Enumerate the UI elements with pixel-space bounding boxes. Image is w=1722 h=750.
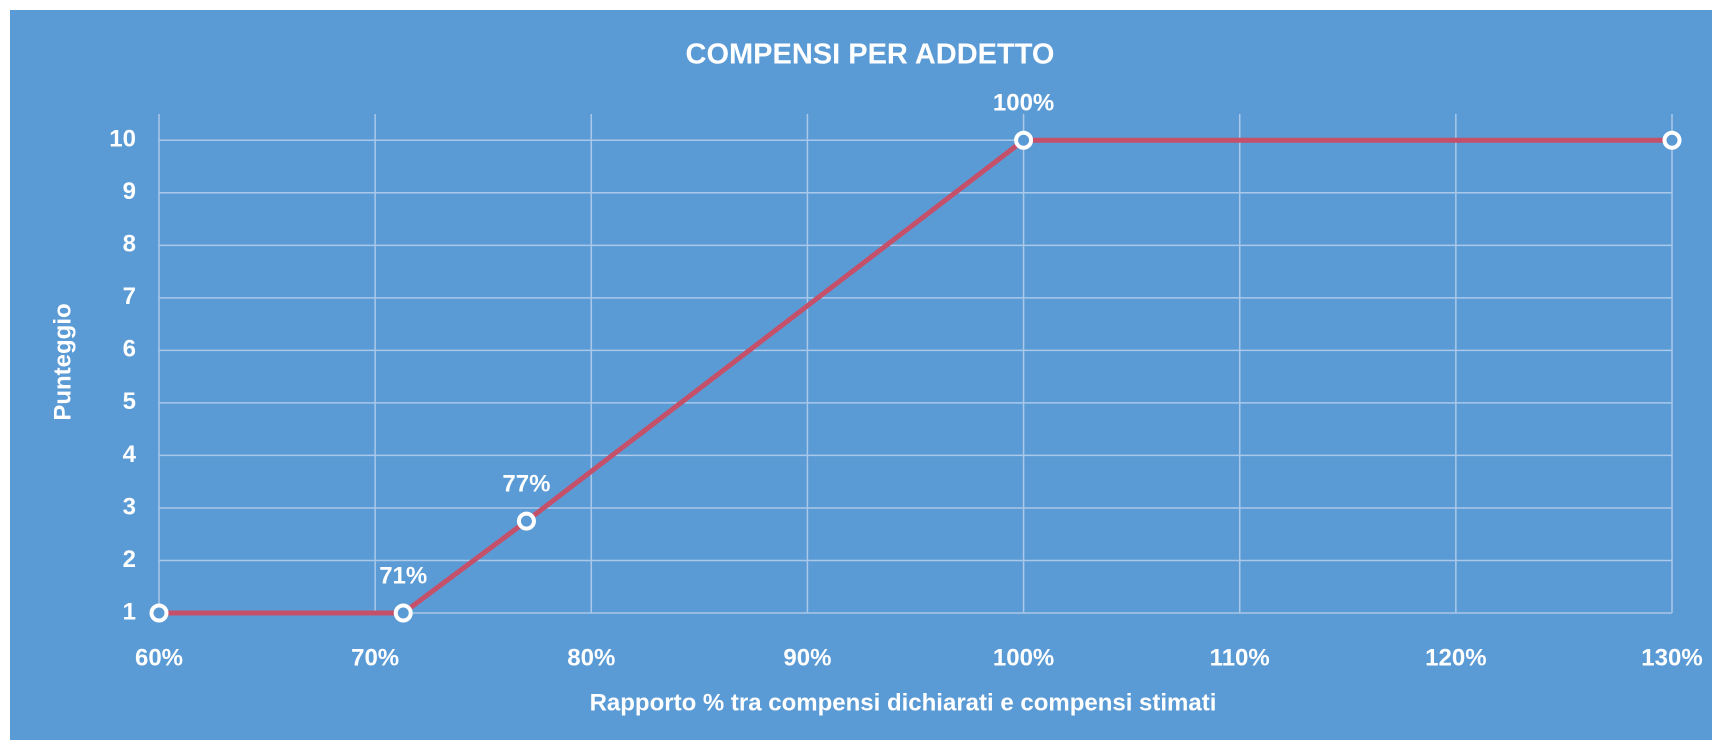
marker (516, 511, 536, 531)
x-tick-label: 100% (993, 644, 1054, 671)
marker (1014, 130, 1034, 150)
marker (149, 603, 169, 623)
x-tick-label: 80% (567, 644, 615, 671)
y-tick-label: 5 (123, 388, 136, 415)
y-tick-label: 2 (123, 546, 136, 573)
x-tick-label: 130% (1641, 644, 1702, 671)
marker (1662, 130, 1682, 150)
x-axis-label: Rapporto % tra compensi dichiarati e com… (590, 689, 1217, 716)
data-label: 77% (502, 470, 550, 497)
y-tick-label: 9 (123, 178, 136, 205)
x-tick-label: 70% (351, 644, 399, 671)
data-label: 71% (379, 562, 427, 589)
chart-title: COMPENSI PER ADDETTO (686, 39, 1055, 71)
y-tick-label: 3 (123, 493, 136, 520)
chart-background (10, 10, 1712, 740)
y-tick-label: 8 (123, 231, 136, 258)
data-label: 100% (993, 90, 1054, 117)
y-axis-label: Punteggio (49, 303, 76, 420)
marker (393, 603, 413, 623)
x-tick-label: 120% (1425, 644, 1486, 671)
y-tick-label: 6 (123, 336, 136, 363)
y-tick-label: 1 (123, 598, 136, 625)
x-tick-label: 60% (135, 644, 183, 671)
x-tick-label: 110% (1210, 644, 1270, 671)
y-tick-label: 7 (123, 283, 136, 310)
x-tick-label: 90% (783, 644, 831, 671)
y-tick-label: 4 (123, 441, 137, 468)
y-tick-label: 10 (109, 126, 136, 153)
